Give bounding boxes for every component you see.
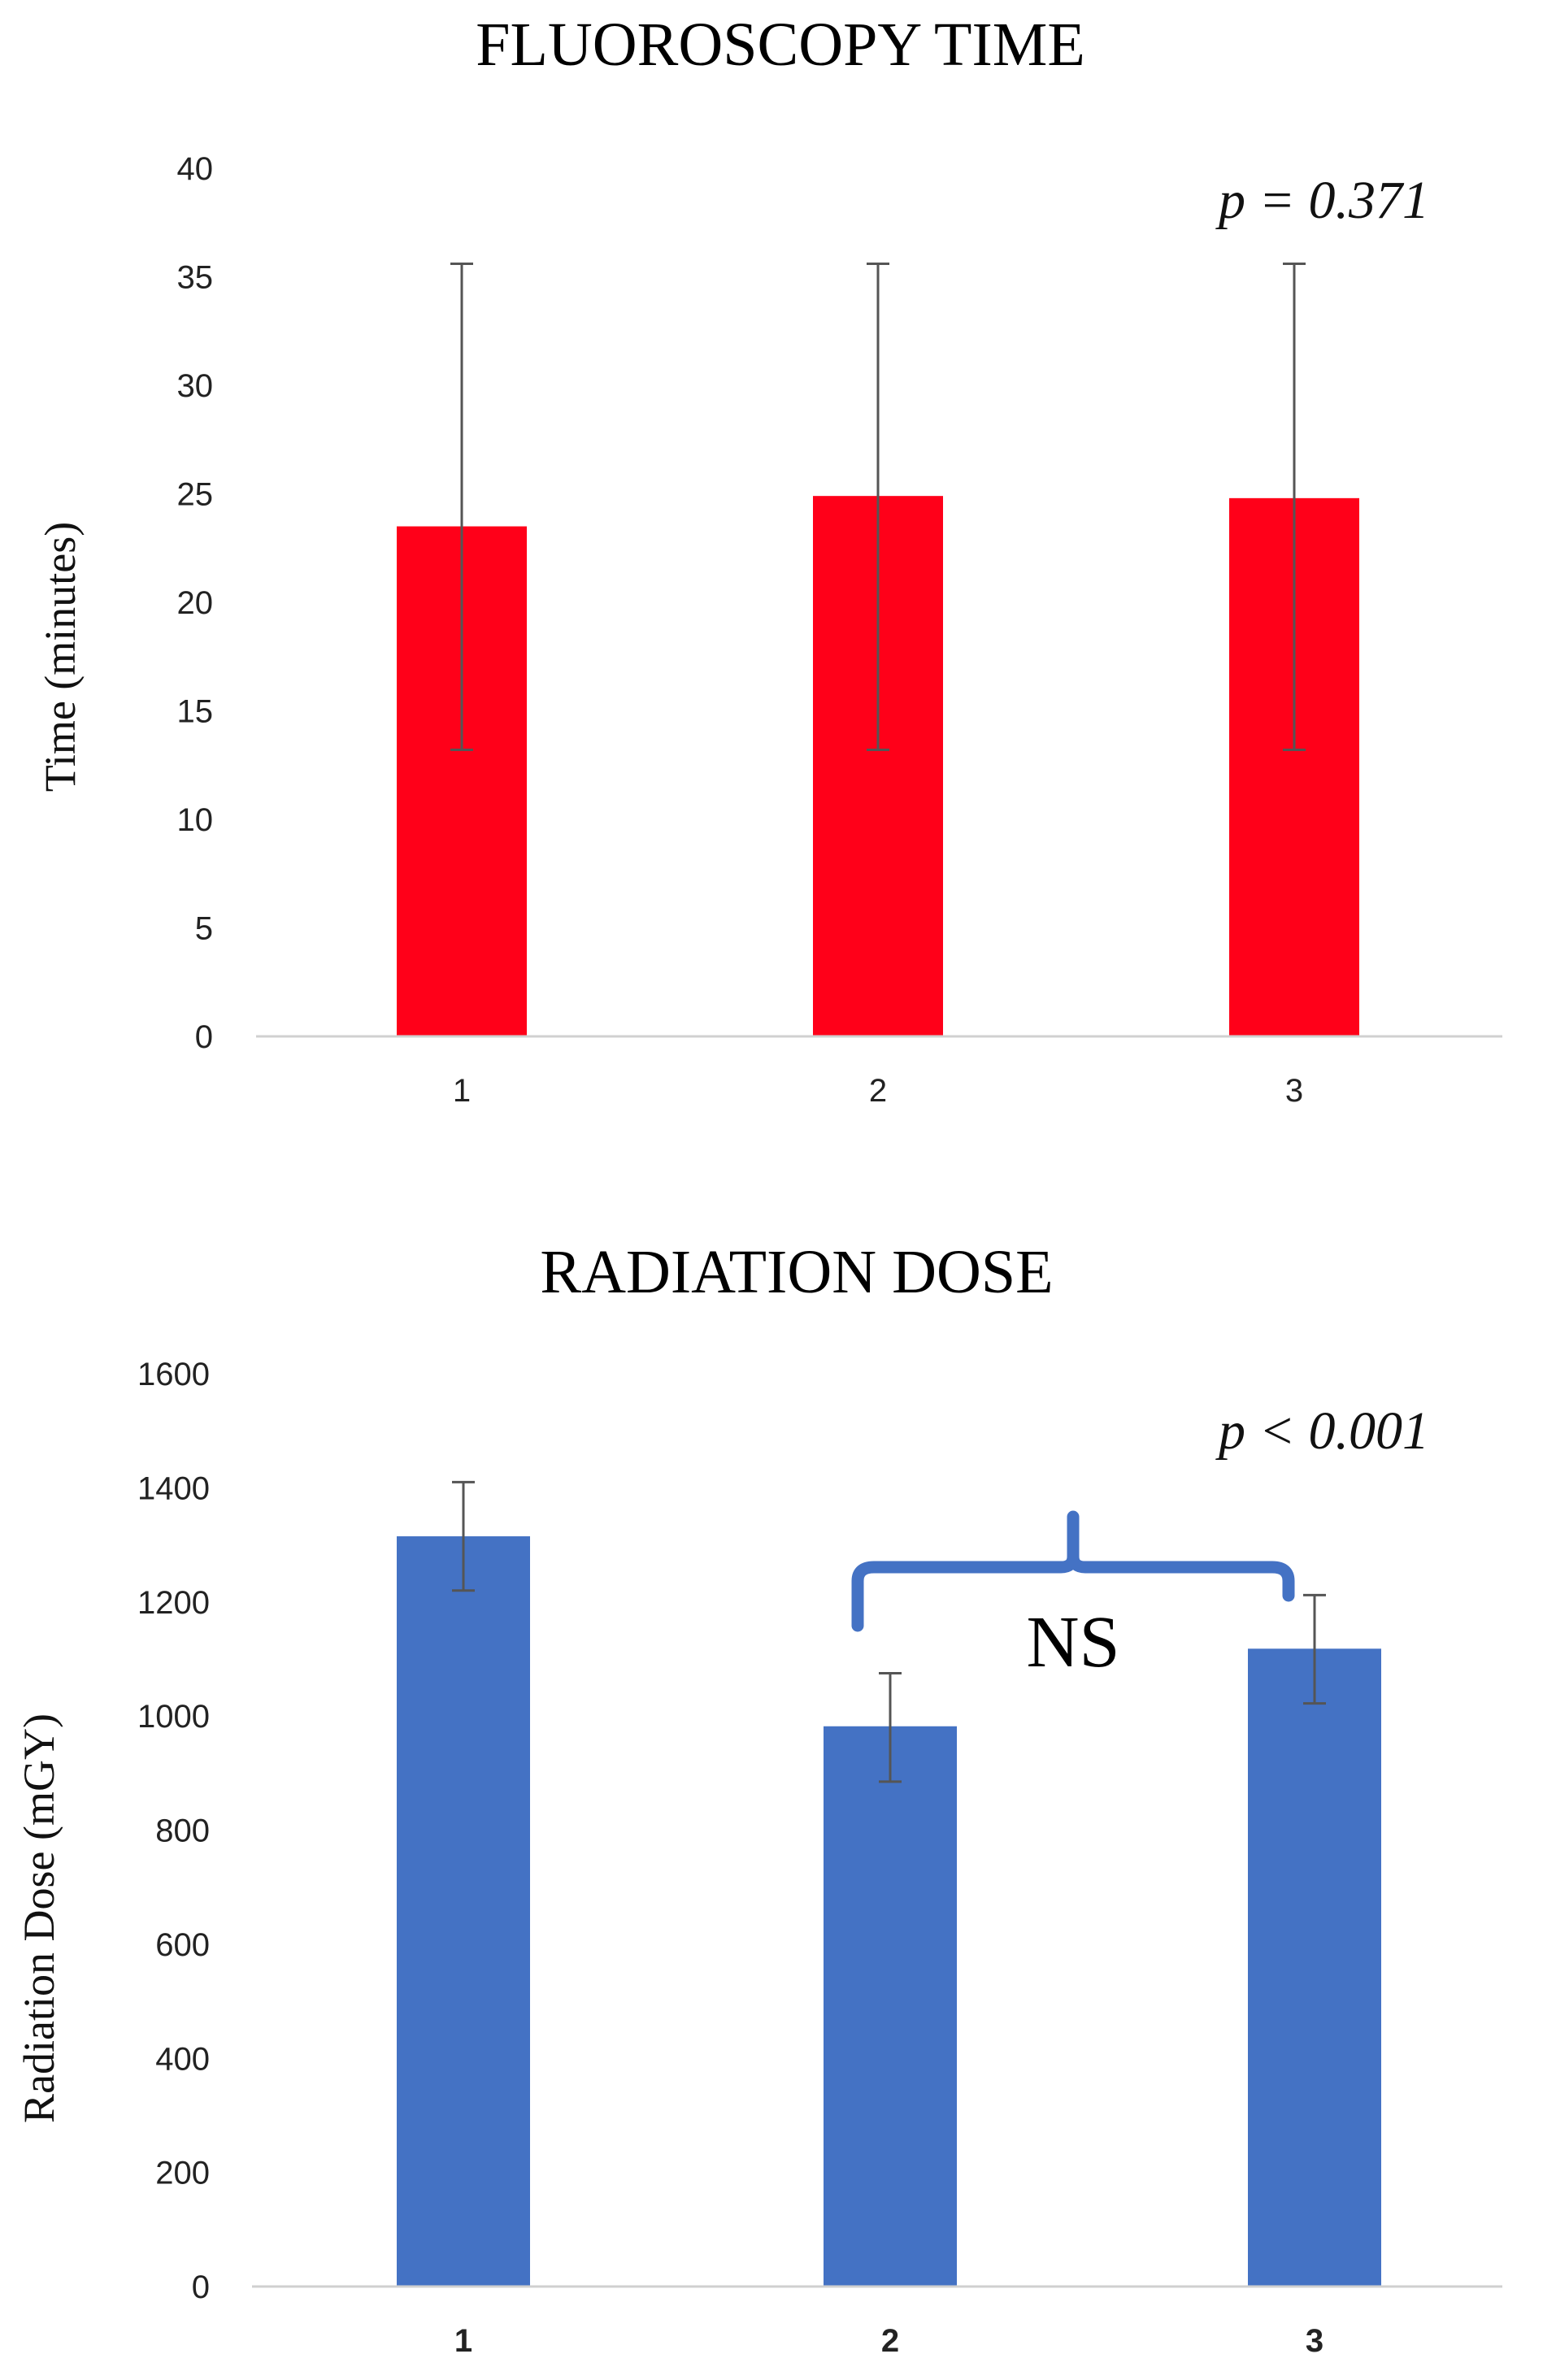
ns-label: NS: [1026, 1602, 1119, 1683]
x-tick-label: 2: [881, 2323, 899, 2359]
radiation-dose-chart: RADIATION DOSE Radiation Dose (mGY) p < …: [15, 1238, 1502, 2359]
y-tick-label: 1000: [137, 1699, 210, 1735]
bar-3: [1248, 1648, 1381, 2287]
error-bar-1: [452, 1480, 475, 1592]
y-tick-label: 1200: [137, 1585, 210, 1621]
chart-title: RADIATION DOSE: [540, 1238, 1053, 1306]
y-axis-label: Time (minutes): [36, 522, 85, 793]
bar-2: [824, 1726, 957, 2287]
y-tick-label: 1600: [137, 1357, 210, 1392]
y-tick-label: 400: [155, 2041, 210, 2077]
y-tick-label: 0: [195, 1019, 213, 1055]
bracket-path: [851, 1510, 1295, 1632]
error-bar-2: [879, 1671, 902, 1783]
error-bars: [450, 262, 1306, 752]
x-tick-label: 3: [1306, 2323, 1323, 2359]
fluoroscopy-time-chart: FLUOROSCOPY TIME Time (minutes) p = 0.37…: [36, 11, 1502, 1109]
y-tick-label: 35: [177, 260, 214, 296]
y-tick-label: 800: [155, 1813, 210, 1849]
y-tick-label: 600: [155, 1927, 210, 1963]
x-tick-label: 2: [869, 1073, 887, 1109]
error-bar-1: [450, 262, 473, 752]
y-tick-label: 25: [177, 477, 214, 513]
y-ticks: 0 5 10 15 20 25 30 35 40: [177, 151, 214, 1055]
chart-title: FLUOROSCOPY TIME: [476, 11, 1085, 79]
bar-1: [397, 1536, 530, 2287]
bars: [397, 1536, 1381, 2287]
y-axis-label: Radiation Dose (mGY): [15, 1713, 63, 2123]
p-value-annotation: p < 0.001: [1215, 1401, 1429, 1461]
y-tick-label: 1400: [137, 1470, 210, 1506]
error-bar-3: [1303, 1593, 1326, 1705]
error-bar-2: [867, 262, 889, 752]
y-tick-label: 5: [195, 911, 213, 947]
p-value-annotation: p = 0.371: [1215, 171, 1429, 230]
ns-bracket: NS: [851, 1510, 1295, 1683]
y-tick-label: 30: [177, 368, 214, 404]
error-bars: [452, 1480, 1326, 1783]
y-tick-label: 0: [192, 2269, 210, 2305]
y-ticks: 0 200 400 600 800 1000 1200 1400 1600: [137, 1357, 210, 2305]
x-tick-label: 1: [453, 1073, 471, 1109]
error-bar-3: [1283, 262, 1306, 752]
x-ticks: 1 2 3: [453, 1073, 1303, 1109]
y-tick-label: 15: [177, 694, 214, 730]
x-ticks: 1 2 3: [454, 2323, 1323, 2359]
x-tick-label: 3: [1285, 1073, 1303, 1109]
y-tick-label: 200: [155, 2156, 210, 2191]
y-tick-label: 40: [177, 151, 214, 187]
y-tick-label: 10: [177, 802, 214, 838]
x-tick-label: 1: [454, 2323, 472, 2359]
y-tick-label: 20: [177, 585, 214, 621]
